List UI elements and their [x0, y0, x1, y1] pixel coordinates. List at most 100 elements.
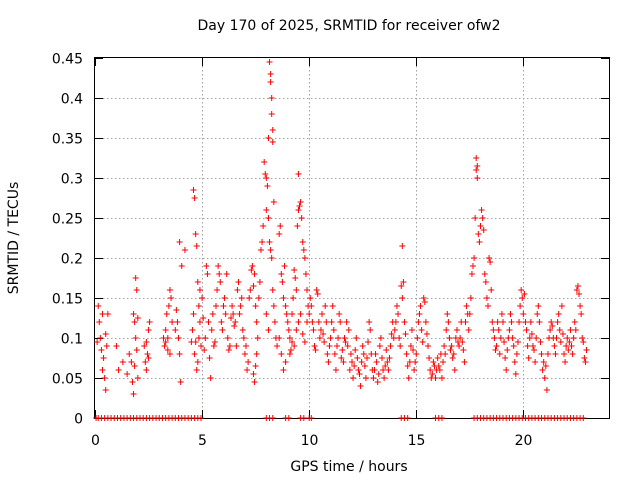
data-point — [525, 355, 532, 361]
data-point — [507, 311, 514, 317]
data-point — [571, 319, 578, 325]
data-point — [357, 383, 364, 389]
data-point — [312, 347, 319, 353]
data-point — [287, 347, 294, 353]
data-point — [552, 351, 559, 357]
data-point — [232, 319, 239, 325]
data-point — [559, 331, 566, 337]
data-point — [400, 279, 407, 285]
data-point — [508, 319, 515, 325]
data-point — [267, 79, 274, 85]
y-tick-label: 0.2 — [61, 252, 83, 268]
data-point — [98, 347, 105, 353]
data-point — [524, 343, 531, 349]
data-point — [361, 363, 368, 369]
data-point — [198, 343, 205, 349]
data-point — [404, 415, 411, 421]
data-point — [367, 327, 374, 333]
data-point — [406, 359, 413, 365]
data-point — [482, 279, 489, 285]
data-point — [222, 311, 229, 317]
data-point — [144, 351, 151, 357]
data-point — [356, 371, 363, 377]
data-point — [446, 335, 453, 341]
data-point — [334, 343, 341, 349]
data-point — [284, 319, 291, 325]
data-point — [503, 367, 510, 373]
data-point — [172, 327, 179, 333]
data-point — [193, 367, 200, 373]
data-point — [268, 111, 275, 117]
data-point — [270, 199, 277, 205]
data-point — [276, 335, 283, 341]
data-point — [278, 351, 285, 357]
y-tick-label: 0.25 — [52, 212, 83, 228]
data-point — [447, 347, 454, 353]
y-tick-label: 0.35 — [52, 132, 83, 148]
data-point — [512, 371, 519, 377]
data-point — [292, 275, 299, 281]
data-point — [181, 247, 188, 253]
data-point — [475, 231, 482, 237]
data-point — [266, 59, 273, 65]
data-point — [269, 139, 276, 145]
data-point — [293, 287, 300, 293]
data-point — [535, 303, 542, 309]
data-point — [321, 339, 328, 345]
data-point — [323, 319, 330, 325]
data-point — [268, 95, 275, 101]
data-point — [225, 347, 232, 353]
data-point — [314, 291, 321, 297]
data-point — [451, 367, 458, 373]
data-point — [413, 351, 420, 357]
data-point — [299, 239, 306, 245]
data-point — [236, 311, 243, 317]
data-point — [565, 347, 572, 353]
data-point — [231, 323, 238, 329]
data-point — [265, 215, 272, 221]
data-point — [580, 339, 587, 345]
data-point — [438, 415, 445, 421]
data-point — [328, 319, 335, 325]
data-point — [210, 343, 217, 349]
data-point — [193, 243, 200, 249]
data-point — [229, 303, 236, 309]
data-point — [377, 335, 384, 341]
data-point — [142, 359, 149, 365]
data-point — [124, 371, 131, 377]
data-point — [420, 295, 427, 301]
data-point — [162, 339, 169, 345]
data-point — [295, 319, 302, 325]
data-point — [264, 183, 271, 189]
data-point — [476, 239, 483, 245]
data-point — [335, 335, 342, 341]
data-point — [143, 339, 150, 345]
data-point — [295, 171, 302, 177]
data-point — [201, 347, 208, 353]
data-point — [218, 319, 225, 325]
data-point — [408, 327, 415, 333]
data-point — [316, 335, 323, 341]
data-point — [270, 303, 277, 309]
data-point — [359, 343, 366, 349]
data-point — [568, 343, 575, 349]
data-point — [460, 347, 467, 353]
data-point — [404, 363, 411, 369]
data-point — [263, 311, 270, 317]
y-tick-label: 0 — [74, 412, 83, 428]
data-point — [430, 359, 437, 365]
data-point — [444, 311, 451, 317]
data-point — [435, 363, 442, 369]
data-point — [307, 295, 314, 301]
data-point — [419, 339, 426, 345]
data-point — [538, 351, 545, 357]
data-point — [443, 327, 450, 333]
data-point — [177, 379, 184, 385]
data-point — [563, 343, 570, 349]
data-point — [281, 263, 288, 269]
data-point — [304, 287, 311, 293]
data-point — [252, 303, 259, 309]
data-point — [386, 355, 393, 361]
data-point — [370, 375, 377, 381]
data-point — [484, 303, 491, 309]
